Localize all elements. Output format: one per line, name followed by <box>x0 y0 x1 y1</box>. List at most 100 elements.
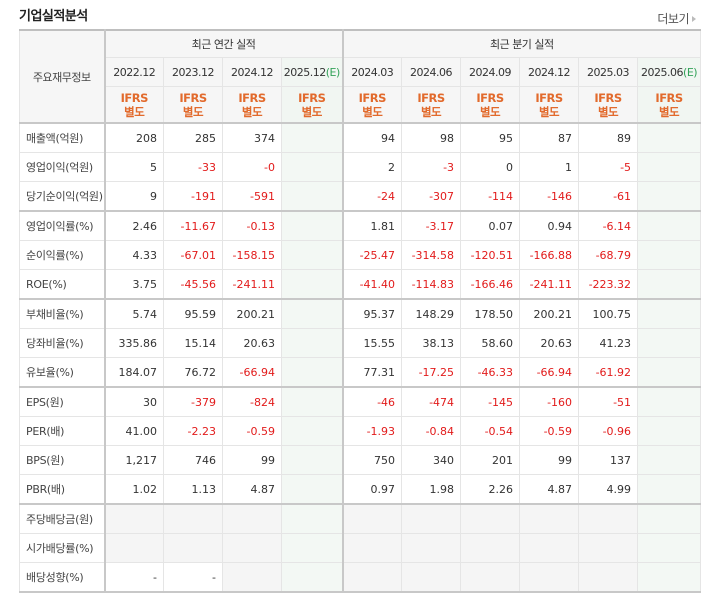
quarter-value-cell: -223.32 <box>578 269 639 300</box>
quarter-value-cell <box>578 533 639 563</box>
quarter-value-cell: -314.58 <box>401 240 462 270</box>
quarter-value-cell <box>637 503 702 534</box>
annual-value-cell: 41.00 <box>104 416 164 446</box>
quarter-value-cell <box>637 533 702 563</box>
annual-value-cell: 95.59 <box>163 298 223 329</box>
row-label: 당좌비율(%) <box>19 328 106 358</box>
table-row: 당좌비율(%) 335.86 15.14 20.63 15.55 38.13 58.60 20… <box>19 328 702 358</box>
accounting-standard-badge: IFRS 별도 <box>104 86 164 124</box>
table-row: 배당성향(%) - - <box>19 562 702 593</box>
annual-value-cell: - <box>104 562 164 593</box>
more-link-label: 더보기 <box>657 12 689 26</box>
annual-period-header: 2023.12 <box>163 57 223 87</box>
row-label: 유보율(%) <box>19 357 106 388</box>
table-row: 주당배당금(원) <box>19 503 702 534</box>
row-label: PER(배) <box>19 416 106 446</box>
accounting-standard-badge: IFRS 별도 <box>578 86 639 124</box>
annual-value-cell <box>104 533 164 563</box>
quarter-value-cell: 148.29 <box>401 298 462 329</box>
table-row: 당기순이익(억원) 9 -191 -591 -24 -307 -114 -146 -61 <box>19 181 702 212</box>
annual-value-cell: 200.21 <box>222 298 282 329</box>
annual-value-cell: 374 <box>222 122 282 153</box>
annual-period-header: 2022.12 <box>104 57 164 87</box>
quarter-value-cell: -46.33 <box>460 357 521 388</box>
quarter-value-cell: -41.40 <box>342 269 403 300</box>
quarter-value-cell: 99 <box>519 445 580 475</box>
quarter-period-header: 2024.12 <box>519 57 580 87</box>
quarter-period-header: 2024.03 <box>342 57 403 87</box>
quarter-value-cell: 100.75 <box>578 298 639 329</box>
row-label: 순이익률(%) <box>19 240 106 270</box>
quarter-value-cell: -61 <box>578 181 639 212</box>
row-label: 매출액(억원) <box>19 122 106 153</box>
row-label: 주당배당금(원) <box>19 503 106 534</box>
quarter-value-cell: 1.98 <box>401 474 462 505</box>
quarter-value-cell <box>637 298 702 329</box>
accounting-standard-badge: IFRS 별도 <box>460 86 521 124</box>
table-row: 시가배당률(%) <box>19 533 702 563</box>
annual-value-cell: 1.13 <box>163 474 223 505</box>
annual-value-cell: 2.46 <box>104 210 164 241</box>
quarter-value-cell: -307 <box>401 181 462 212</box>
row-label: PBR(배) <box>19 474 106 505</box>
annual-value-cell: 99 <box>222 445 282 475</box>
quarter-value-cell: 201 <box>460 445 521 475</box>
quarter-value-cell: -241.11 <box>519 269 580 300</box>
estimate-mark: (E) <box>325 65 341 79</box>
table-row: PER(배) 41.00 -2.23 -0.59 -1.93 -0.84 -0.54 -0.5… <box>19 416 702 446</box>
quarter-value-cell: -166.46 <box>460 269 521 300</box>
annual-value-cell: -191 <box>163 181 223 212</box>
table-row: ROE(%) 3.75 -45.56 -241.11 -41.40 -114.83 -166… <box>19 269 702 300</box>
table-row: PBR(배) 1.02 1.13 4.87 0.97 1.98 2.26 4.87 4.99 <box>19 474 702 505</box>
estimate-mark: (E) <box>683 65 698 79</box>
annual-value-cell: 76.72 <box>163 357 223 388</box>
row-label: EPS(원) <box>19 386 106 417</box>
quarter-value-cell <box>460 533 521 563</box>
accounting-standard-badge: IFRS 별도 <box>519 86 580 124</box>
quarter-group-header: 최근 분기 실적 <box>342 29 702 58</box>
quarter-value-cell: -114 <box>460 181 521 212</box>
quarter-value-cell <box>637 122 702 153</box>
annual-value-cell: -158.15 <box>222 240 282 270</box>
row-label: 시가배당률(%) <box>19 533 106 563</box>
quarter-value-cell <box>578 503 639 534</box>
annual-value-cell <box>280 181 344 212</box>
quarter-value-cell: -51 <box>578 386 639 417</box>
row-label: 배당성향(%) <box>19 562 106 593</box>
annual-group-header: 최근 연간 실적 <box>103 29 344 58</box>
annual-value-cell <box>280 210 344 241</box>
annual-value-cell: -824 <box>222 386 282 417</box>
accounting-standard-badge: IFRS 별도 <box>342 86 403 124</box>
annual-value-cell <box>280 445 344 475</box>
quarter-value-cell: 0.07 <box>460 210 521 241</box>
annual-value-cell: 4.87 <box>222 474 282 505</box>
table-row: 매출액(억원) 208 285 374 94 98 95 87 89 <box>19 122 702 153</box>
annual-value-cell <box>222 503 282 534</box>
quarter-value-cell: 0.94 <box>519 210 580 241</box>
table-row: EPS(원) 30 -379 -824 -46 -474 -145 -160 -51 <box>19 386 702 417</box>
section-title: 기업실적분석 <box>19 9 88 24</box>
quarter-value-cell: 0.97 <box>342 474 403 505</box>
row-label: 당기순이익(억원) <box>19 181 106 212</box>
table-row: 영업이익(억원) 5 -33 -0 2 -3 0 1 -5 <box>19 152 702 182</box>
quarter-value-cell <box>460 562 521 593</box>
annual-value-cell: -0.13 <box>222 210 282 241</box>
quarter-value-cell <box>637 210 702 241</box>
annual-value-cell <box>222 562 282 593</box>
quarter-value-cell: -6.14 <box>578 210 639 241</box>
quarter-value-cell <box>637 181 702 212</box>
table-row: 유보율(%) 184.07 76.72 -66.94 77.31 -17.25 -46.33… <box>19 357 702 388</box>
more-link[interactable]: 더보기 <box>657 10 696 27</box>
annual-value-cell: 3.75 <box>104 269 164 300</box>
annual-value-cell: 184.07 <box>104 357 164 388</box>
annual-value-cell <box>280 503 344 534</box>
quarter-value-cell <box>637 152 702 182</box>
quarter-value-cell: -46 <box>342 386 403 417</box>
quarter-value-cell: -1.93 <box>342 416 403 446</box>
annual-value-cell: -45.56 <box>163 269 223 300</box>
annual-value-cell <box>280 152 344 182</box>
quarter-value-cell <box>637 240 702 270</box>
quarter-value-cell: -0.84 <box>401 416 462 446</box>
annual-value-cell <box>280 533 344 563</box>
annual-value-cell <box>280 416 344 446</box>
